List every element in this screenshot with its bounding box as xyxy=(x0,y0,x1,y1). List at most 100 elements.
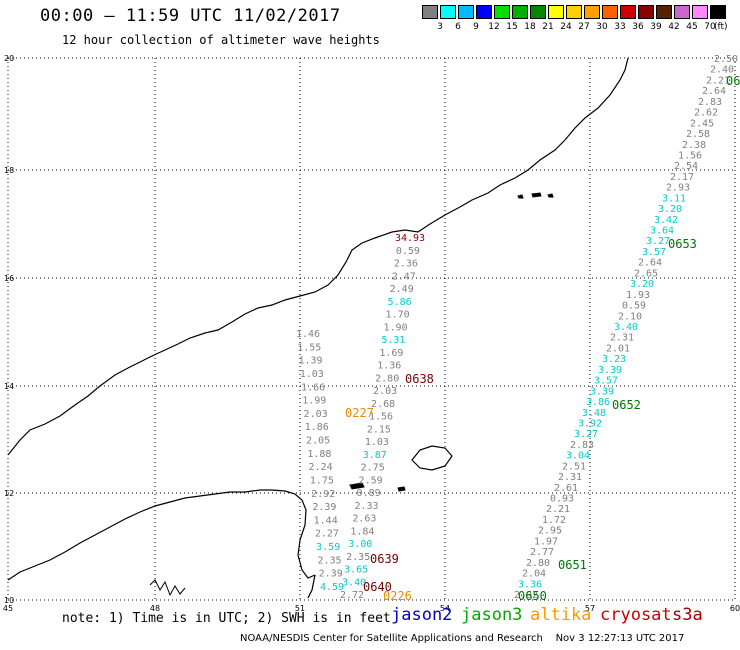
pass-time-label: 0638 xyxy=(405,372,434,386)
wave-height-value: 2.54 xyxy=(674,161,698,172)
wave-height-value: 2.39 xyxy=(319,569,343,580)
wave-height-value: 2.83 xyxy=(698,97,722,108)
wave-height-value: 1.36 xyxy=(377,361,401,372)
wave-height-value: 2.15 xyxy=(367,424,391,435)
legend-label: 36 xyxy=(632,22,644,32)
lon-tick-label: 48 xyxy=(150,604,160,613)
wave-height-value: 5.86 xyxy=(388,297,412,308)
horn-coast xyxy=(307,574,316,599)
lat-tick-label: 10 xyxy=(4,596,14,605)
legend-swatch xyxy=(638,5,654,19)
legend-swatch xyxy=(494,5,510,19)
legend-swatch xyxy=(440,5,456,19)
wave-height-value: 2.50 xyxy=(714,54,738,65)
wave-height-value: 2.49 xyxy=(390,284,414,295)
legend-label: 18 xyxy=(524,22,536,32)
satellite-label: altika xyxy=(530,605,592,625)
lat-tick-label: 16 xyxy=(4,274,14,283)
wave-height-value: 2.38 xyxy=(682,140,706,151)
wave-height-value: 2.24 xyxy=(309,462,333,473)
satellite-label: cryosat xyxy=(600,605,672,625)
legend-label: 9 xyxy=(473,22,479,32)
legend-label: 27 xyxy=(578,22,590,32)
map-subtitle: 12 hour collection of altimeter wave hei… xyxy=(62,33,380,47)
lat-tick-label: 12 xyxy=(4,489,14,498)
wave-height-value: 3.11 xyxy=(662,193,686,204)
wave-height-value: 3.57 xyxy=(642,247,666,258)
wave-height-value: 2.03 xyxy=(373,386,397,397)
wave-height-value: 2.31 xyxy=(558,472,582,483)
wave-height-value: 2.36 xyxy=(394,259,418,270)
wave-height-value: 34.93 xyxy=(395,233,425,244)
legend-label: 33 xyxy=(614,22,626,32)
small-island-5 xyxy=(547,193,554,198)
wave-height-value: 2.39 xyxy=(312,502,336,513)
legend-swatch xyxy=(584,5,600,19)
wave-height-value: 3.04 xyxy=(566,451,590,462)
wave-height-value: 0.59 xyxy=(396,246,420,257)
wave-height-value: 5.31 xyxy=(381,335,405,346)
wave-height-value: 3.48 xyxy=(582,408,606,419)
legend-label: 30 xyxy=(596,22,608,32)
somalia-coastline xyxy=(7,489,316,581)
legend-swatch xyxy=(710,5,726,19)
pass-time-label: 0226 xyxy=(383,589,412,603)
wave-height-value: 2.40 xyxy=(710,65,734,76)
wave-height-value: 3.20 xyxy=(658,204,682,215)
satellite-label: jason2 xyxy=(391,605,453,625)
credit-text: NOAA/NESDIS Center for Satellite Applica… xyxy=(240,633,543,644)
map-title: 00:00 – 11:59 UTC 11/02/2017 xyxy=(40,6,341,26)
wave-height-value: 2.27 xyxy=(315,529,339,540)
legend-swatch xyxy=(602,5,618,19)
wave-height-value: 2.33 xyxy=(354,501,378,512)
wave-height-value: 3.64 xyxy=(650,226,674,237)
wave-height-value: 2.17 xyxy=(670,172,694,183)
somalia-border xyxy=(149,579,186,597)
wave-height-value: 1.66 xyxy=(301,382,325,393)
legend-swatch xyxy=(512,5,528,19)
wave-height-value: 3.00 xyxy=(348,539,372,550)
wave-height-value: 0.93 xyxy=(550,494,574,505)
wave-height-value: 3.39 xyxy=(598,365,622,376)
wave-height-value: 2.10 xyxy=(618,311,642,322)
lon-tick-label: 54 xyxy=(440,604,450,613)
wave-height-value: 2.31 xyxy=(610,333,634,344)
wave-height-value: 3.87 xyxy=(363,450,387,461)
lon-tick-label: 60 xyxy=(730,604,740,613)
wave-height-value: 2.35 xyxy=(346,552,370,563)
altimeter-tracks: 2.502.402.212.642.832.622.452.582.381.56… xyxy=(296,54,740,603)
wave-height-value: 2.95 xyxy=(538,526,562,537)
wave-height-value: 3.27 xyxy=(646,236,670,247)
wave-height-value: 1.46 xyxy=(296,329,320,340)
pass-time-label: 0640 xyxy=(363,580,392,594)
wave-height-value: 1.90 xyxy=(383,322,407,333)
wave-height-value: 2.05 xyxy=(306,436,330,447)
wave-height-value: 2.21 xyxy=(706,75,730,86)
legend-swatch xyxy=(422,5,438,19)
wave-height-value: 3.40 xyxy=(614,322,638,333)
wave-height-value: 3.57 xyxy=(594,376,618,387)
wave-height-value: 2.65 xyxy=(634,268,658,279)
wave-height-value: 3.23 xyxy=(602,354,626,365)
wave-height-value: 3.20 xyxy=(630,279,654,290)
wave-height-value: 2.61 xyxy=(554,483,578,494)
wave-height-value: 3.86 xyxy=(586,397,610,408)
arabian-coastline xyxy=(7,57,629,456)
wave-height-value: 2.03 xyxy=(304,409,328,420)
wave-height-value: 3.42 xyxy=(654,215,678,226)
legend-label: 3 xyxy=(437,22,443,32)
wave-height-value: 2.68 xyxy=(371,399,395,410)
legend-label: 12 xyxy=(488,22,500,32)
satellite-label: jason3 xyxy=(461,605,523,625)
wave-height-value: 1.69 xyxy=(379,348,403,359)
small-island-4 xyxy=(531,192,542,198)
wave-height-value: 2.72 xyxy=(340,590,364,601)
legend-unit: (ft) xyxy=(714,22,728,32)
wave-height-value: 4.59 xyxy=(320,582,344,593)
wave-height-value: 2.64 xyxy=(638,258,662,269)
legend-label: 39 xyxy=(650,22,662,32)
wave-height-value: 2.64 xyxy=(702,86,726,97)
wave-height-value: 1.72 xyxy=(542,515,566,526)
wave-height-value: 2.80 xyxy=(375,373,399,384)
legend-label: 45 xyxy=(686,22,698,32)
